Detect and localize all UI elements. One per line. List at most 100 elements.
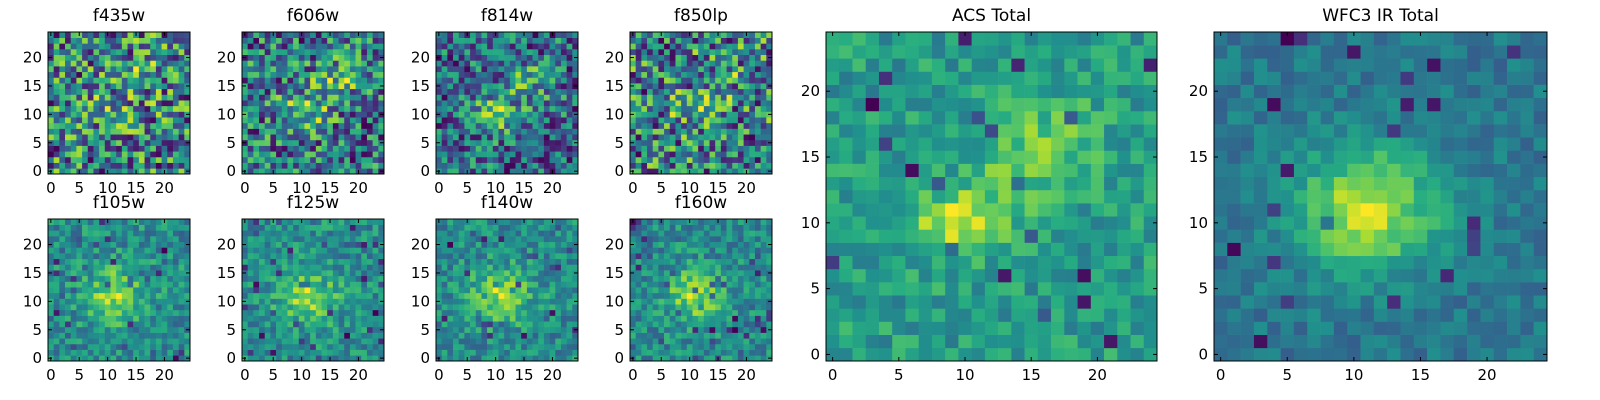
heatmap-cell (664, 77, 671, 84)
heatmap-cell (538, 349, 545, 356)
heatmap-cell (65, 37, 72, 44)
heatmap-cell (760, 88, 767, 95)
heatmap-cell (532, 122, 539, 129)
heatmap-cell (515, 100, 522, 107)
heatmap-cell (361, 275, 368, 282)
heatmap-cell (327, 258, 334, 265)
heatmap-cell (138, 338, 145, 345)
heatmap-cell (242, 253, 248, 260)
heatmap-cell (327, 315, 334, 322)
heatmap-cell (276, 88, 283, 95)
heatmap-cell (560, 151, 567, 158)
heatmap-cell (681, 168, 688, 175)
heatmap-cell (464, 94, 471, 101)
heatmap-cell (441, 343, 448, 350)
heatmap-cell (470, 304, 477, 311)
heatmap-cell (470, 309, 477, 316)
heatmap-cell (70, 224, 77, 231)
heatmap-cell (515, 71, 522, 78)
heatmap-cell (560, 60, 567, 67)
heatmap-cell (464, 122, 471, 129)
heatmap-cell (521, 43, 528, 50)
heatmap-cell (93, 128, 100, 135)
heatmap-cell (470, 338, 477, 345)
heatmap-cell (138, 54, 145, 61)
heatmap-cell (366, 151, 373, 158)
heatmap-cell (378, 128, 385, 135)
heatmap-cell (315, 139, 322, 146)
heatmap-cell (327, 122, 334, 129)
heatmap-cell (664, 168, 671, 175)
heatmap-cell (498, 134, 505, 141)
heatmap-cell (453, 122, 460, 129)
heatmap-cell (172, 355, 179, 362)
heatmap-cell (487, 105, 494, 112)
heatmap-cell (287, 37, 294, 44)
heatmap-cell (270, 117, 277, 124)
heatmap-cell (259, 156, 266, 163)
heatmap-cell (515, 43, 522, 50)
heatmap-cell (355, 224, 362, 231)
heatmap-cell (281, 111, 288, 118)
heatmap-cell (669, 151, 676, 158)
heatmap-cell (498, 270, 505, 277)
heatmap-cell (441, 71, 448, 78)
heatmap-cell (270, 304, 277, 311)
heatmap-cell (355, 43, 362, 50)
heatmap-cell (481, 270, 488, 277)
heatmap-cell (332, 241, 339, 248)
heatmap-cell (287, 60, 294, 67)
heatmap-cell (298, 321, 305, 328)
heatmap-cell (338, 88, 345, 95)
heatmap-cell (332, 83, 339, 90)
heatmap-cell (526, 298, 533, 305)
heatmap-cell (447, 156, 454, 163)
heatmap-cell (498, 88, 505, 95)
heatmap-cell (167, 241, 174, 248)
heatmap-cell (253, 66, 260, 73)
heatmap-cell (498, 139, 505, 146)
heatmap-cell (48, 100, 54, 107)
heatmap-cell (70, 37, 77, 44)
heatmap-cell (70, 287, 77, 294)
heatmap-cell (504, 77, 511, 84)
heatmap-cell (82, 100, 89, 107)
heatmap-cell (293, 54, 300, 61)
heatmap-cell (681, 49, 688, 56)
heatmap-cell (281, 49, 288, 56)
heatmap-cell (338, 332, 345, 339)
heatmap-cell (436, 88, 442, 95)
heatmap-cell (635, 77, 642, 84)
heatmap-cell (315, 100, 322, 107)
heatmap-cell (521, 270, 528, 277)
heatmap-cell (293, 287, 300, 294)
heatmap-cell (521, 77, 528, 84)
heatmap-cell (372, 258, 379, 265)
heatmap-cell (641, 122, 648, 129)
heatmap-cell (116, 355, 123, 362)
heatmap-cell (754, 77, 761, 84)
heatmap-cell (709, 111, 716, 118)
heatmap-cell (150, 88, 157, 95)
heatmap-cell (310, 100, 317, 107)
heatmap-cell (99, 281, 106, 288)
heatmap-cell (315, 304, 322, 311)
heatmap-cell (760, 60, 767, 67)
heatmap-cell (178, 139, 185, 146)
heatmap-cell (87, 88, 94, 95)
heatmap-cell (150, 287, 157, 294)
heatmap-cell (344, 122, 351, 129)
heatmap-cell (293, 88, 300, 95)
heatmap-cell (259, 321, 266, 328)
heatmap-cell (87, 332, 94, 339)
heatmap-cell (647, 71, 654, 78)
heatmap-cell (686, 43, 693, 50)
heatmap-cell (549, 162, 556, 169)
heatmap-cell (515, 60, 522, 67)
heatmap-cell (133, 156, 140, 163)
heatmap-cell (543, 162, 550, 169)
heatmap-cell (344, 49, 351, 56)
heatmap-cell (344, 128, 351, 135)
heatmap-cell (138, 253, 145, 260)
heatmap-cell (543, 343, 550, 350)
